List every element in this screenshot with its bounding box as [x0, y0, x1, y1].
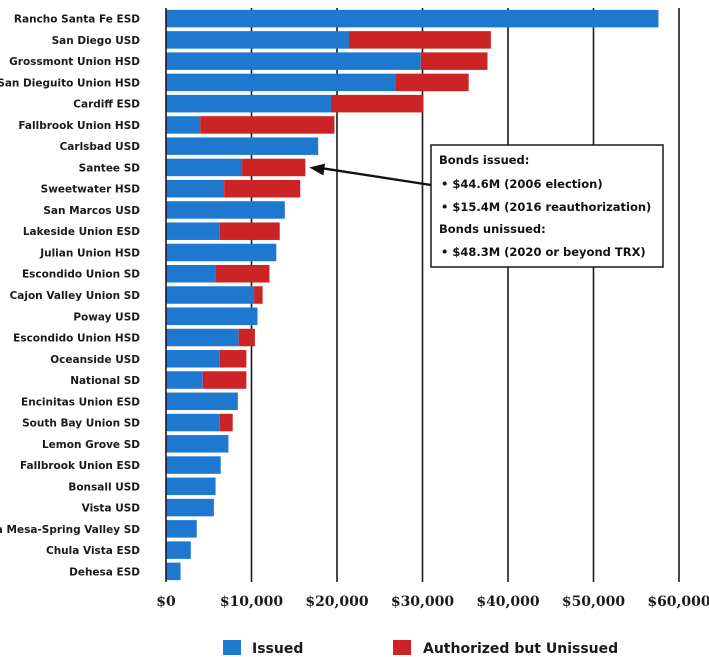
bar-issued — [166, 477, 216, 496]
category-label: Chula Vista ESD — [46, 545, 140, 557]
category-label: La Mesa-Spring Valley SD — [0, 524, 140, 536]
category-label: National SD — [70, 375, 140, 387]
category-label: Julian Union HSD — [39, 247, 140, 259]
category-label: Escondido Union HSD — [13, 333, 140, 345]
bar-unissued — [331, 94, 424, 113]
bar-issued — [166, 94, 332, 113]
x-tick-label: $60,000 — [647, 594, 709, 610]
bar-issued — [166, 158, 243, 177]
category-label: Escondido Union SD — [22, 269, 140, 281]
bar-issued — [166, 498, 214, 517]
bar-issued — [166, 562, 181, 581]
x-tick-label: $0 — [156, 594, 176, 610]
bar-issued — [166, 201, 285, 219]
bar-issued — [166, 9, 659, 28]
bar-unissued — [395, 73, 469, 92]
bar-unissued — [420, 52, 488, 70]
annotation-arrow — [323, 167, 432, 187]
bar-issued — [166, 307, 258, 326]
bar-unissued — [348, 31, 491, 49]
category-label: Dehesa ESD — [69, 566, 140, 578]
category-label: Grossmont Union HSD — [9, 56, 140, 68]
bar-issued — [166, 31, 349, 49]
category-labels: Rancho Santa Fe ESD San Diego USD Grossmon… — [0, 14, 140, 579]
bar-unissued — [200, 116, 335, 134]
category-label: Vista USD — [82, 503, 141, 515]
bar-unissued — [224, 179, 301, 198]
legend-swatch — [393, 640, 411, 655]
bar-issued — [166, 243, 277, 262]
bar-issued — [166, 392, 238, 411]
bar-unissued — [215, 264, 270, 283]
bar-unissued — [202, 371, 247, 389]
x-tick-label: $10,000 — [220, 594, 284, 610]
annotation-item: • $48.3M (2020 or beyond TRX) — [441, 245, 646, 259]
bar-unissued — [254, 286, 263, 304]
bar-issued — [166, 264, 216, 283]
bar-issued — [166, 179, 225, 198]
bar-unissued — [219, 413, 233, 432]
bar-issued — [166, 137, 319, 155]
bar-issued — [166, 413, 220, 432]
category-label: Cajon Valley Union SD — [10, 290, 141, 302]
category-label: South Bay Union SD — [22, 418, 140, 430]
category-label: San Marcos USD — [43, 205, 140, 217]
bar-issued — [166, 222, 220, 240]
annotation-header-issued: Bonds issued: — [439, 153, 529, 167]
category-label: Bonsall USD — [68, 481, 140, 493]
x-tick-label: $50,000 — [562, 594, 626, 610]
category-label: Oceanside USD — [50, 354, 140, 366]
bar-unissued — [238, 328, 255, 347]
bar-issued — [166, 371, 203, 389]
annotation-box — [430, 144, 664, 268]
category-label: San Dieguito Union HSD — [0, 77, 140, 89]
bar-issued — [166, 52, 421, 70]
legend: Issued Authorized but Unissued — [223, 640, 618, 657]
x-tick-label: $20,000 — [305, 594, 369, 610]
category-label: Cardiff ESD — [73, 99, 140, 111]
bars — [166, 9, 659, 581]
category-label: Rancho Santa Fe ESD — [14, 14, 140, 26]
x-tick-label: $40,000 — [476, 594, 540, 610]
bar-unissued — [242, 158, 306, 177]
category-label: San Diego USD — [52, 35, 141, 47]
x-tick-label: $30,000 — [391, 594, 455, 610]
category-label: Carlsbad USD — [60, 141, 141, 153]
grid-lines — [250, 8, 680, 582]
bar-issued — [166, 456, 221, 474]
annotation-item: • $15.4M (2016 reauthorization) — [441, 200, 651, 214]
legend-label: Authorized but Unissued — [423, 641, 618, 657]
bar-issued — [166, 328, 239, 347]
arrow-head — [309, 163, 326, 176]
bar-unissued — [219, 350, 247, 368]
category-label: Poway USD — [73, 311, 140, 323]
legend-label: Issued — [252, 641, 303, 657]
annotation-item: • $44.6M (2006 election) — [441, 177, 603, 191]
bar-issued — [166, 116, 201, 134]
bar-issued — [166, 286, 255, 304]
annotation: Bonds issued: • $44.6M (2006 election) • $… — [309, 144, 664, 268]
category-label: Lakeside Union ESD — [23, 226, 140, 238]
annotation-header-unissued: Bonds unissued: — [439, 222, 546, 236]
bar-issued — [166, 73, 396, 92]
bar-issued — [166, 350, 220, 368]
category-label: Fallbrook Union ESD — [20, 460, 140, 472]
category-label: Sweetwater HSD — [41, 184, 141, 196]
bar-unissued — [219, 222, 280, 240]
category-label: Fallbrook Union HSD — [18, 120, 140, 132]
category-label: Santee SD — [79, 162, 141, 174]
x-tick-labels: $0 $10,000 $20,000 $30,000 $40,000 $50,000 $60… — [156, 594, 709, 610]
category-label: Encinitas Union ESD — [21, 396, 140, 408]
category-label: Lemon Grove SD — [42, 439, 140, 451]
bar-issued — [166, 520, 197, 538]
bar-issued — [166, 541, 191, 559]
legend-swatch — [223, 640, 241, 655]
bar-issued — [166, 435, 229, 453]
